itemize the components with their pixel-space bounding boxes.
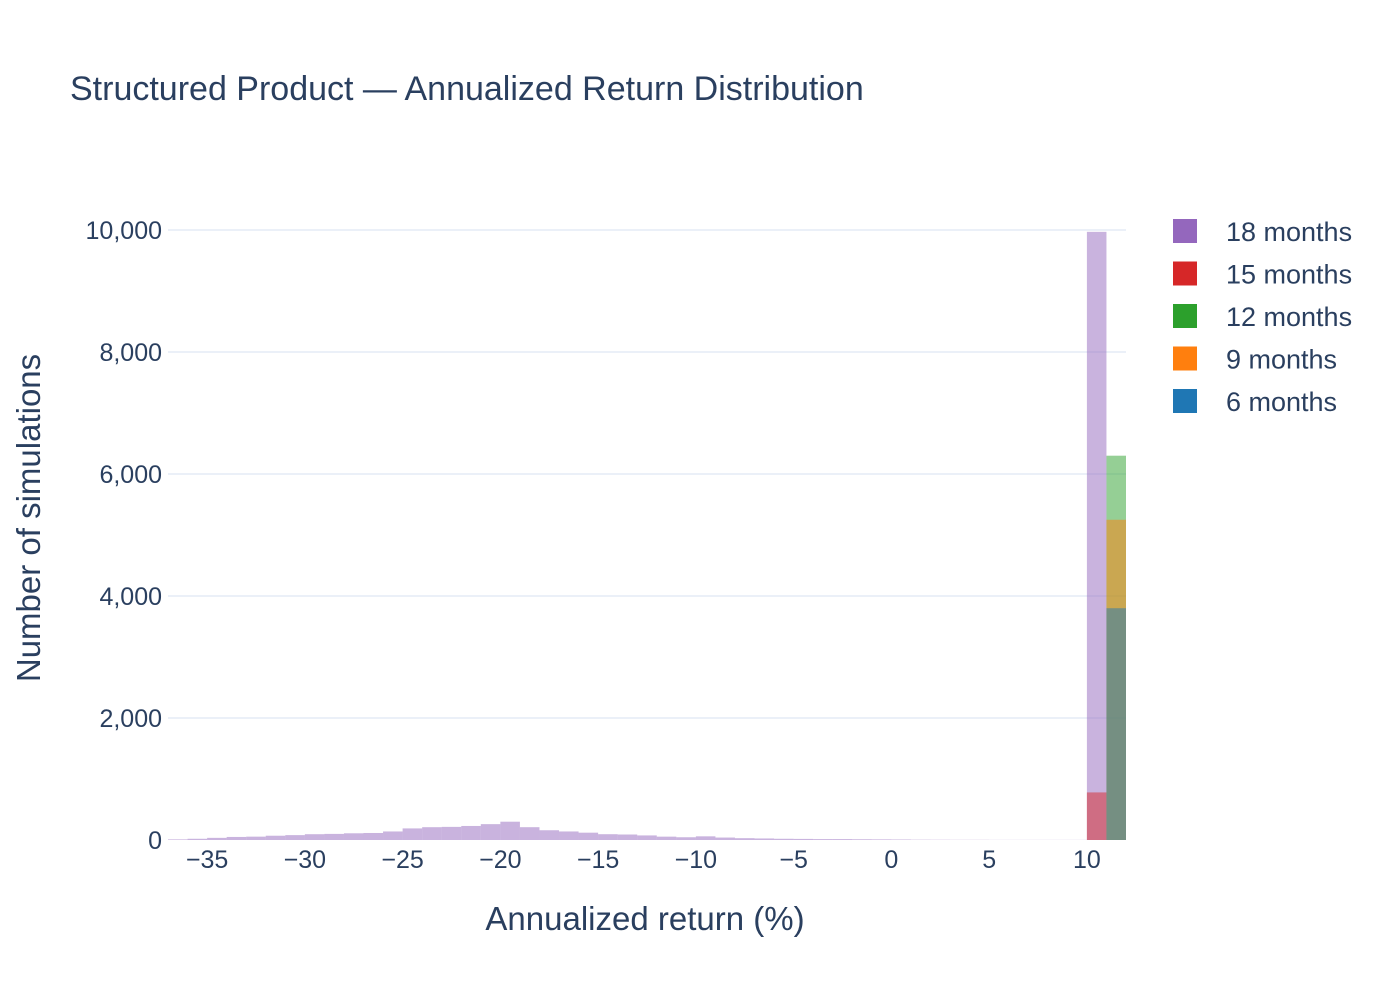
histogram-bar [832,839,853,840]
legend-label: 6 months [1226,387,1337,417]
histogram-bar [304,834,325,840]
bars [168,231,1126,840]
legend-item[interactable]: 12 months [1173,302,1352,332]
histogram-bar [461,825,481,840]
grid-lines [168,229,1126,719]
histogram-bar [265,835,286,840]
y-axis-ticks: 0 2,000 4,000 6,000 8,000 10,000 [86,217,162,855]
histogram-bar [324,833,344,840]
x-tick-label: 10 [1073,846,1101,874]
histogram-bar [168,839,188,840]
legend-swatch [1173,346,1197,371]
histogram-bar [617,834,638,840]
histogram-bar [715,837,735,840]
legend-swatch [1173,389,1197,413]
legend-swatch [1173,304,1197,328]
legend-item[interactable]: 15 months [1173,260,1352,290]
series-6-months [1106,608,1126,840]
histogram-bar [871,839,892,840]
histogram-bar [343,833,364,840]
histogram-bar [676,837,696,840]
histogram-bar [1106,608,1126,840]
x-tick-label: −30 [284,846,326,874]
x-tick-label: −10 [675,846,717,874]
legend-swatch [1173,261,1197,286]
legend-label: 15 months [1226,260,1352,290]
histogram-bar [285,835,305,840]
legend-label: 9 months [1226,345,1337,375]
histogram-bar [598,834,618,840]
x-tick-label: −5 [779,846,808,874]
histogram-bar [734,838,755,840]
histogram-bar [695,836,716,840]
y-tick-label: 2,000 [99,705,162,733]
y-tick-label: 8,000 [99,339,162,367]
histogram-bar [637,835,657,840]
histogram-bar [187,838,208,840]
legend-item[interactable]: 18 months [1173,217,1352,247]
x-tick-label: −25 [381,846,423,874]
series-18-months [168,231,1107,840]
histogram-bar [1086,792,1107,840]
x-tick-label: −35 [186,846,228,874]
histogram-bar [480,824,501,840]
x-tick-label: −20 [479,846,521,874]
histogram-bar [774,838,794,840]
histogram-bar [578,832,599,840]
legend-item[interactable]: 6 months [1173,387,1337,417]
histogram-bar [852,839,872,840]
y-tick-label: 0 [148,827,162,855]
legend[interactable]: 18 months 15 months 12 months 9 months 6 mon… [1173,217,1352,417]
histogram-bar [559,831,579,840]
histogram-bar [539,830,560,840]
chart-title: Structured Product — Annualized Return D… [70,70,864,108]
histogram-bar [363,832,384,840]
histogram-bar [813,839,833,840]
histogram-bar [422,827,442,840]
legend-label: 18 months [1226,217,1352,247]
y-tick-label: 6,000 [99,461,162,489]
x-axis-ticks: −35 −30 −25 −20 −15 −10 −5 0 5 10 [186,846,1101,874]
y-axis-title: Number of simulations [10,354,47,682]
histogram-bar [441,826,462,840]
histogram-bar [383,831,403,840]
histogram-bar [793,838,814,840]
histogram-bar [402,828,423,840]
legend-swatch [1173,219,1197,243]
x-tick-label: 0 [884,846,898,874]
histogram-bar [1086,231,1107,840]
series-15-months [1086,792,1107,840]
histogram-bar [207,837,227,840]
y-tick-label: 10,000 [86,217,162,245]
x-axis-title: Annualized return (%) [485,900,804,937]
y-tick-label: 4,000 [99,583,162,611]
histogram-bar [656,836,677,840]
histogram-bar [500,821,520,840]
histogram-bar [246,836,266,840]
histogram-bar [226,836,247,840]
legend-label: 12 months [1226,302,1352,332]
histogram-bar [754,838,775,840]
x-tick-label: −15 [577,846,619,874]
x-tick-label: 5 [982,846,996,874]
histogram-bar [519,827,540,840]
legend-item[interactable]: 9 months [1173,345,1337,375]
